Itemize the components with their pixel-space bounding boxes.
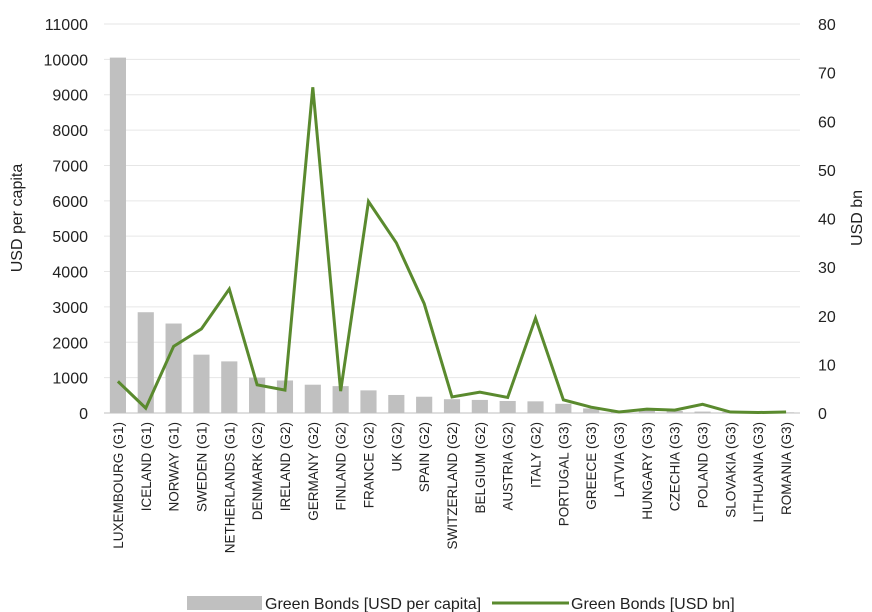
bar — [527, 401, 544, 413]
bar — [471, 399, 488, 413]
left-tick-label: 3000 — [52, 300, 88, 317]
category-label: FINLAND (G2) — [334, 422, 349, 511]
right-tick-label: 60 — [818, 114, 836, 131]
category-label: CZECHIA (G3) — [668, 422, 683, 511]
left-tick-label: 9000 — [52, 88, 88, 105]
bar — [694, 411, 711, 413]
category-label: IRELAND (G2) — [278, 422, 293, 511]
bar — [137, 312, 154, 413]
gridlines — [104, 23, 800, 414]
bar — [304, 384, 321, 413]
category-label: SWEDEN (G1) — [194, 422, 209, 512]
category-label: BELGIUM (G2) — [473, 422, 488, 514]
bar — [443, 399, 461, 413]
category-label: HUNGARY (G3) — [640, 422, 655, 520]
category-label: SPAIN (G2) — [417, 422, 432, 492]
bar — [193, 354, 210, 413]
category-label: SWITZERLAND (G2) — [445, 422, 460, 550]
left-tick-label: 6000 — [52, 194, 88, 211]
left-tick-label: 0 — [79, 406, 88, 423]
category-label: DENMARK (G2) — [250, 422, 265, 520]
bar — [666, 410, 683, 413]
left-tick-label: 11000 — [45, 17, 88, 34]
bar — [165, 323, 182, 413]
left-axis-title: USD per capita — [9, 164, 26, 273]
left-tick-label: 5000 — [52, 229, 88, 246]
category-label: SLOVAKIA (G3) — [723, 422, 738, 518]
bar — [360, 390, 377, 413]
category-label: UK (G2) — [389, 422, 404, 472]
right-axis-ticks: 0 10 20 30 40 50 60 70 80 — [818, 17, 836, 423]
line-series-path — [116, 87, 787, 415]
right-axis-title: USD bn — [849, 190, 866, 246]
bar — [583, 408, 600, 413]
bar-series — [109, 57, 795, 413]
category-label: LATVIA (G3) — [612, 422, 627, 498]
bar — [555, 403, 572, 413]
bar — [638, 410, 655, 413]
right-tick-label: 50 — [818, 163, 836, 180]
left-tick-label: 8000 — [52, 123, 88, 140]
category-label: FRANCE (G2) — [361, 422, 376, 508]
left-tick-label: 10000 — [44, 52, 89, 69]
right-tick-label: 0 — [818, 406, 827, 423]
category-label: AUSTRIA (G2) — [501, 422, 516, 511]
left-tick-label: 4000 — [52, 265, 88, 282]
left-tick-label: 2000 — [52, 335, 88, 352]
right-tick-label: 10 — [818, 357, 836, 374]
bar — [416, 396, 433, 413]
category-label: GREECE (G3) — [584, 422, 599, 510]
category-label: LITHUANIA (G3) — [751, 422, 766, 523]
legend-bar-label: Green Bonds [USD per capita] — [265, 596, 481, 612]
left-tick-label: 7000 — [52, 158, 88, 175]
legend-line-label: Green Bonds [USD bn] — [571, 596, 735, 612]
right-tick-label: 30 — [818, 260, 836, 277]
legend-bar-swatch — [187, 596, 262, 610]
bar — [332, 386, 349, 413]
category-label: LUXEMBOURG (G1) — [111, 422, 126, 549]
line-series — [116, 87, 787, 415]
category-label: POLAND (G3) — [696, 422, 711, 508]
category-label: GERMANY (G2) — [306, 422, 321, 521]
category-label: NETHERLANDS (G1) — [222, 422, 237, 553]
left-axis-ticks: 0 1000 2000 3000 4000 5000 6000 7000 8000 9000 100… — [44, 17, 89, 423]
category-label: ITALY (G2) — [529, 422, 544, 488]
category-label: PORTUGAL (G3) — [556, 422, 571, 526]
right-tick-label: 20 — [818, 309, 836, 326]
right-tick-label: 70 — [818, 66, 836, 83]
right-tick-label: 80 — [818, 17, 836, 34]
category-label: ICELAND (G1) — [139, 422, 154, 511]
legend: Green Bonds [USD per capita] Green Bonds… — [187, 596, 735, 612]
right-tick-label: 40 — [818, 212, 836, 229]
category-label: ROMANIA (G3) — [779, 422, 794, 515]
category-labels: LUXEMBOURG (G1) ICELAND (G1) NORWAY (G1) SW… — [111, 422, 794, 553]
bar — [388, 394, 405, 413]
bar — [109, 57, 126, 413]
bar — [499, 400, 516, 413]
left-tick-label: 1000 — [52, 371, 88, 388]
category-label: NORWAY (G1) — [167, 422, 182, 512]
bar — [221, 361, 238, 413]
